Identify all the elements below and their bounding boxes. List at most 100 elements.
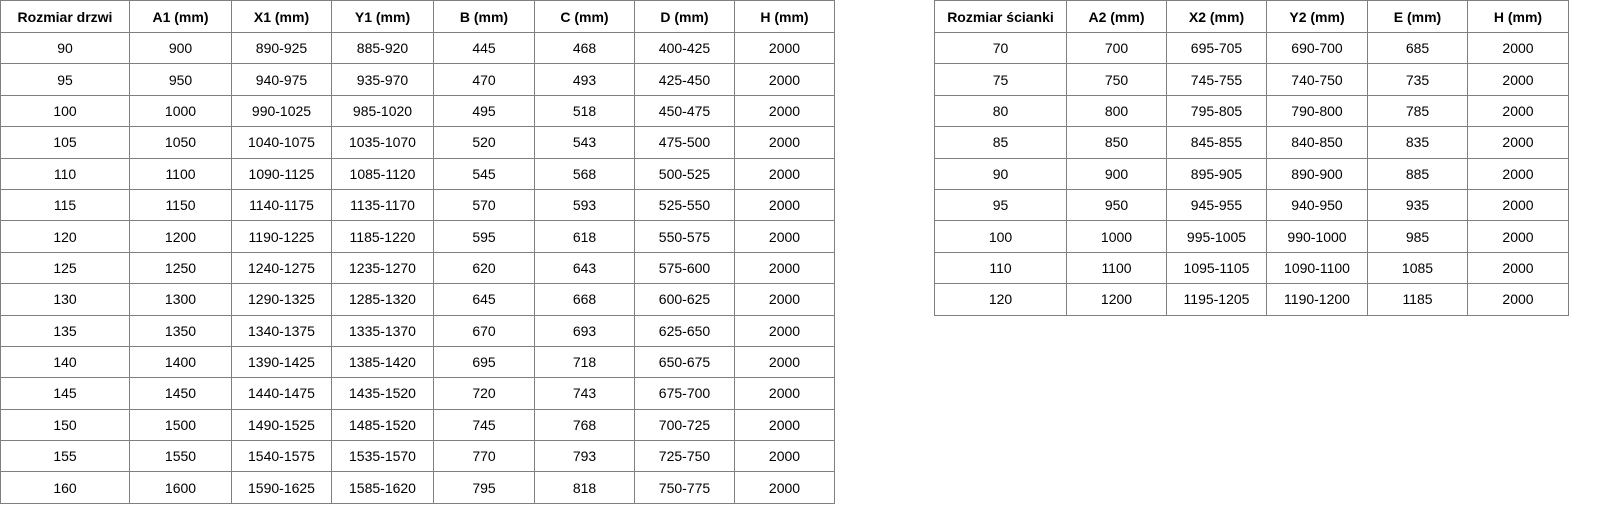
table-cell: 518 (534, 94, 635, 128)
table-cell: 90 (934, 157, 1067, 190)
table-cell: 895-905 (1166, 157, 1267, 190)
table-cell: 718 (534, 345, 635, 379)
table-cell: 495 (433, 94, 535, 128)
table-cell: 1500 (129, 408, 232, 442)
table-cell: 1095-1105 (1166, 251, 1267, 285)
table-row: 115 1150 1140-1175 1135-1170 570 593 525-550 20… (0, 188, 835, 222)
table-row: 110 1100 1095-1105 1090-1100 1085 2000 (934, 251, 1569, 285)
table-cell: 575-600 (634, 251, 735, 285)
table-row: 100 1000 995-1005 990-1000 985 2000 (934, 220, 1569, 253)
table-cell: 1385-1420 (331, 345, 434, 379)
table-row: 155 1550 1540-1575 1535-1570 770 793 725-750 20… (0, 440, 835, 473)
table-cell: 850 (1066, 126, 1167, 159)
table-cell: 450-475 (634, 94, 735, 128)
table-cell: 1100 (129, 157, 232, 190)
table-cell: 770 (433, 440, 535, 473)
table-cell: 1300 (129, 283, 232, 316)
column-header: Y2 (mm) (1266, 0, 1368, 33)
table-cell: 768 (534, 408, 635, 442)
table-cell: 2000 (1467, 94, 1569, 128)
table-cell: 690-700 (1266, 31, 1368, 65)
table-cell: 1485-1520 (331, 408, 434, 442)
table-cell: 2000 (734, 283, 835, 316)
table-cell: 140 (0, 345, 130, 379)
table-cell: 1535-1570 (331, 440, 434, 473)
table-cell: 750-775 (634, 471, 735, 504)
table-cell: 475-500 (634, 126, 735, 159)
table-cell: 80 (934, 94, 1067, 128)
table-cell: 720 (433, 377, 535, 410)
door-size-table: Rozmiar drzwi A1 (mm) X1 (mm) Y1 (mm) B (mm)… (0, 0, 835, 504)
table-cell: 1100 (1066, 251, 1167, 285)
table-cell: 1600 (129, 471, 232, 504)
table-row: 130 1300 1290-1325 1285-1320 645 668 600-625 20… (0, 283, 835, 316)
table-row: 95 950 945-955 940-950 935 2000 (934, 188, 1569, 222)
table-cell: 1090-1125 (231, 157, 332, 190)
table-cell: 985-1020 (331, 94, 434, 128)
table-cell: 935 (1367, 188, 1468, 222)
table-row: 120 1200 1190-1225 1185-1220 595 618 550-575 20… (0, 220, 835, 253)
table-cell: 135 (0, 314, 130, 347)
table-cell: 1190-1200 (1266, 283, 1368, 316)
table-cell: 2000 (734, 440, 835, 473)
table-row: 105 1050 1040-1075 1035-1070 520 543 475-500 20… (0, 126, 835, 159)
table-cell: 115 (0, 188, 130, 222)
table-cell: 935-970 (331, 63, 434, 96)
table-cell: 1285-1320 (331, 283, 434, 316)
table-cell: 1490-1525 (231, 408, 332, 442)
table-cell: 950 (129, 63, 232, 96)
table-cell: 800 (1066, 94, 1167, 128)
table-cell: 2000 (734, 314, 835, 347)
table-row: 95 950 940-975 935-970 470 493 425-450 2000 (0, 63, 835, 96)
table-cell: 695 (433, 345, 535, 379)
column-header: Rozmiar drzwi (0, 0, 130, 33)
table-cell: 1190-1225 (231, 220, 332, 253)
table-cell: 1085-1120 (331, 157, 434, 190)
header-row: Rozmiar drzwi A1 (mm) X1 (mm) Y1 (mm) B (mm)… (0, 0, 835, 33)
table-cell: 900 (1066, 157, 1167, 190)
table-cell: 818 (534, 471, 635, 504)
table-cell: 445 (433, 31, 535, 65)
table-cell: 725-750 (634, 440, 735, 473)
table-row: 100 1000 990-1025 985-1020 495 518 450-475 2000 (0, 94, 835, 128)
table-cell: 1540-1575 (231, 440, 332, 473)
table-cell: 845-855 (1166, 126, 1267, 159)
table-row: 125 1250 1240-1275 1235-1270 620 643 575-600 20… (0, 251, 835, 285)
table-cell: 2000 (734, 377, 835, 410)
column-header: A1 (mm) (129, 0, 232, 33)
table-cell: 2000 (734, 126, 835, 159)
table-cell: 668 (534, 283, 635, 316)
table-cell: 1435-1520 (331, 377, 434, 410)
table-cell: 2000 (734, 251, 835, 285)
table-row: 80 800 795-805 790-800 785 2000 (934, 94, 1569, 128)
column-header: X1 (mm) (231, 0, 332, 33)
table-cell: 1440-1475 (231, 377, 332, 410)
table-cell: 795 (433, 471, 535, 504)
table-cell: 545 (433, 157, 535, 190)
table-cell: 1240-1275 (231, 251, 332, 285)
table-cell: 1200 (1066, 283, 1167, 316)
table-cell: 1040-1075 (231, 126, 332, 159)
table-cell: 90 (0, 31, 130, 65)
table-cell: 1390-1425 (231, 345, 332, 379)
table-cell: 550-575 (634, 220, 735, 253)
table-cell: 1590-1625 (231, 471, 332, 504)
table-row: 110 1100 1090-1125 1085-1120 545 568 500-525 20… (0, 157, 835, 190)
column-header: E (mm) (1367, 0, 1468, 33)
table-cell: 643 (534, 251, 635, 285)
table-cell: 543 (534, 126, 635, 159)
table-cell: 650-675 (634, 345, 735, 379)
table-cell: 120 (0, 220, 130, 253)
table-cell: 75 (934, 63, 1067, 96)
table-cell: 985 (1367, 220, 1468, 253)
table-cell: 695-705 (1166, 31, 1267, 65)
table-cell: 945-955 (1166, 188, 1267, 222)
table-cell: 2000 (734, 63, 835, 96)
table-cell: 145 (0, 377, 130, 410)
table-row: 90 900 890-925 885-920 445 468 400-425 2000 (0, 31, 835, 65)
table-cell: 795-805 (1166, 94, 1267, 128)
table-cell: 1140-1175 (231, 188, 332, 222)
table-cell: 750 (1066, 63, 1167, 96)
table-cell: 1035-1070 (331, 126, 434, 159)
table-cell: 740-750 (1266, 63, 1368, 96)
